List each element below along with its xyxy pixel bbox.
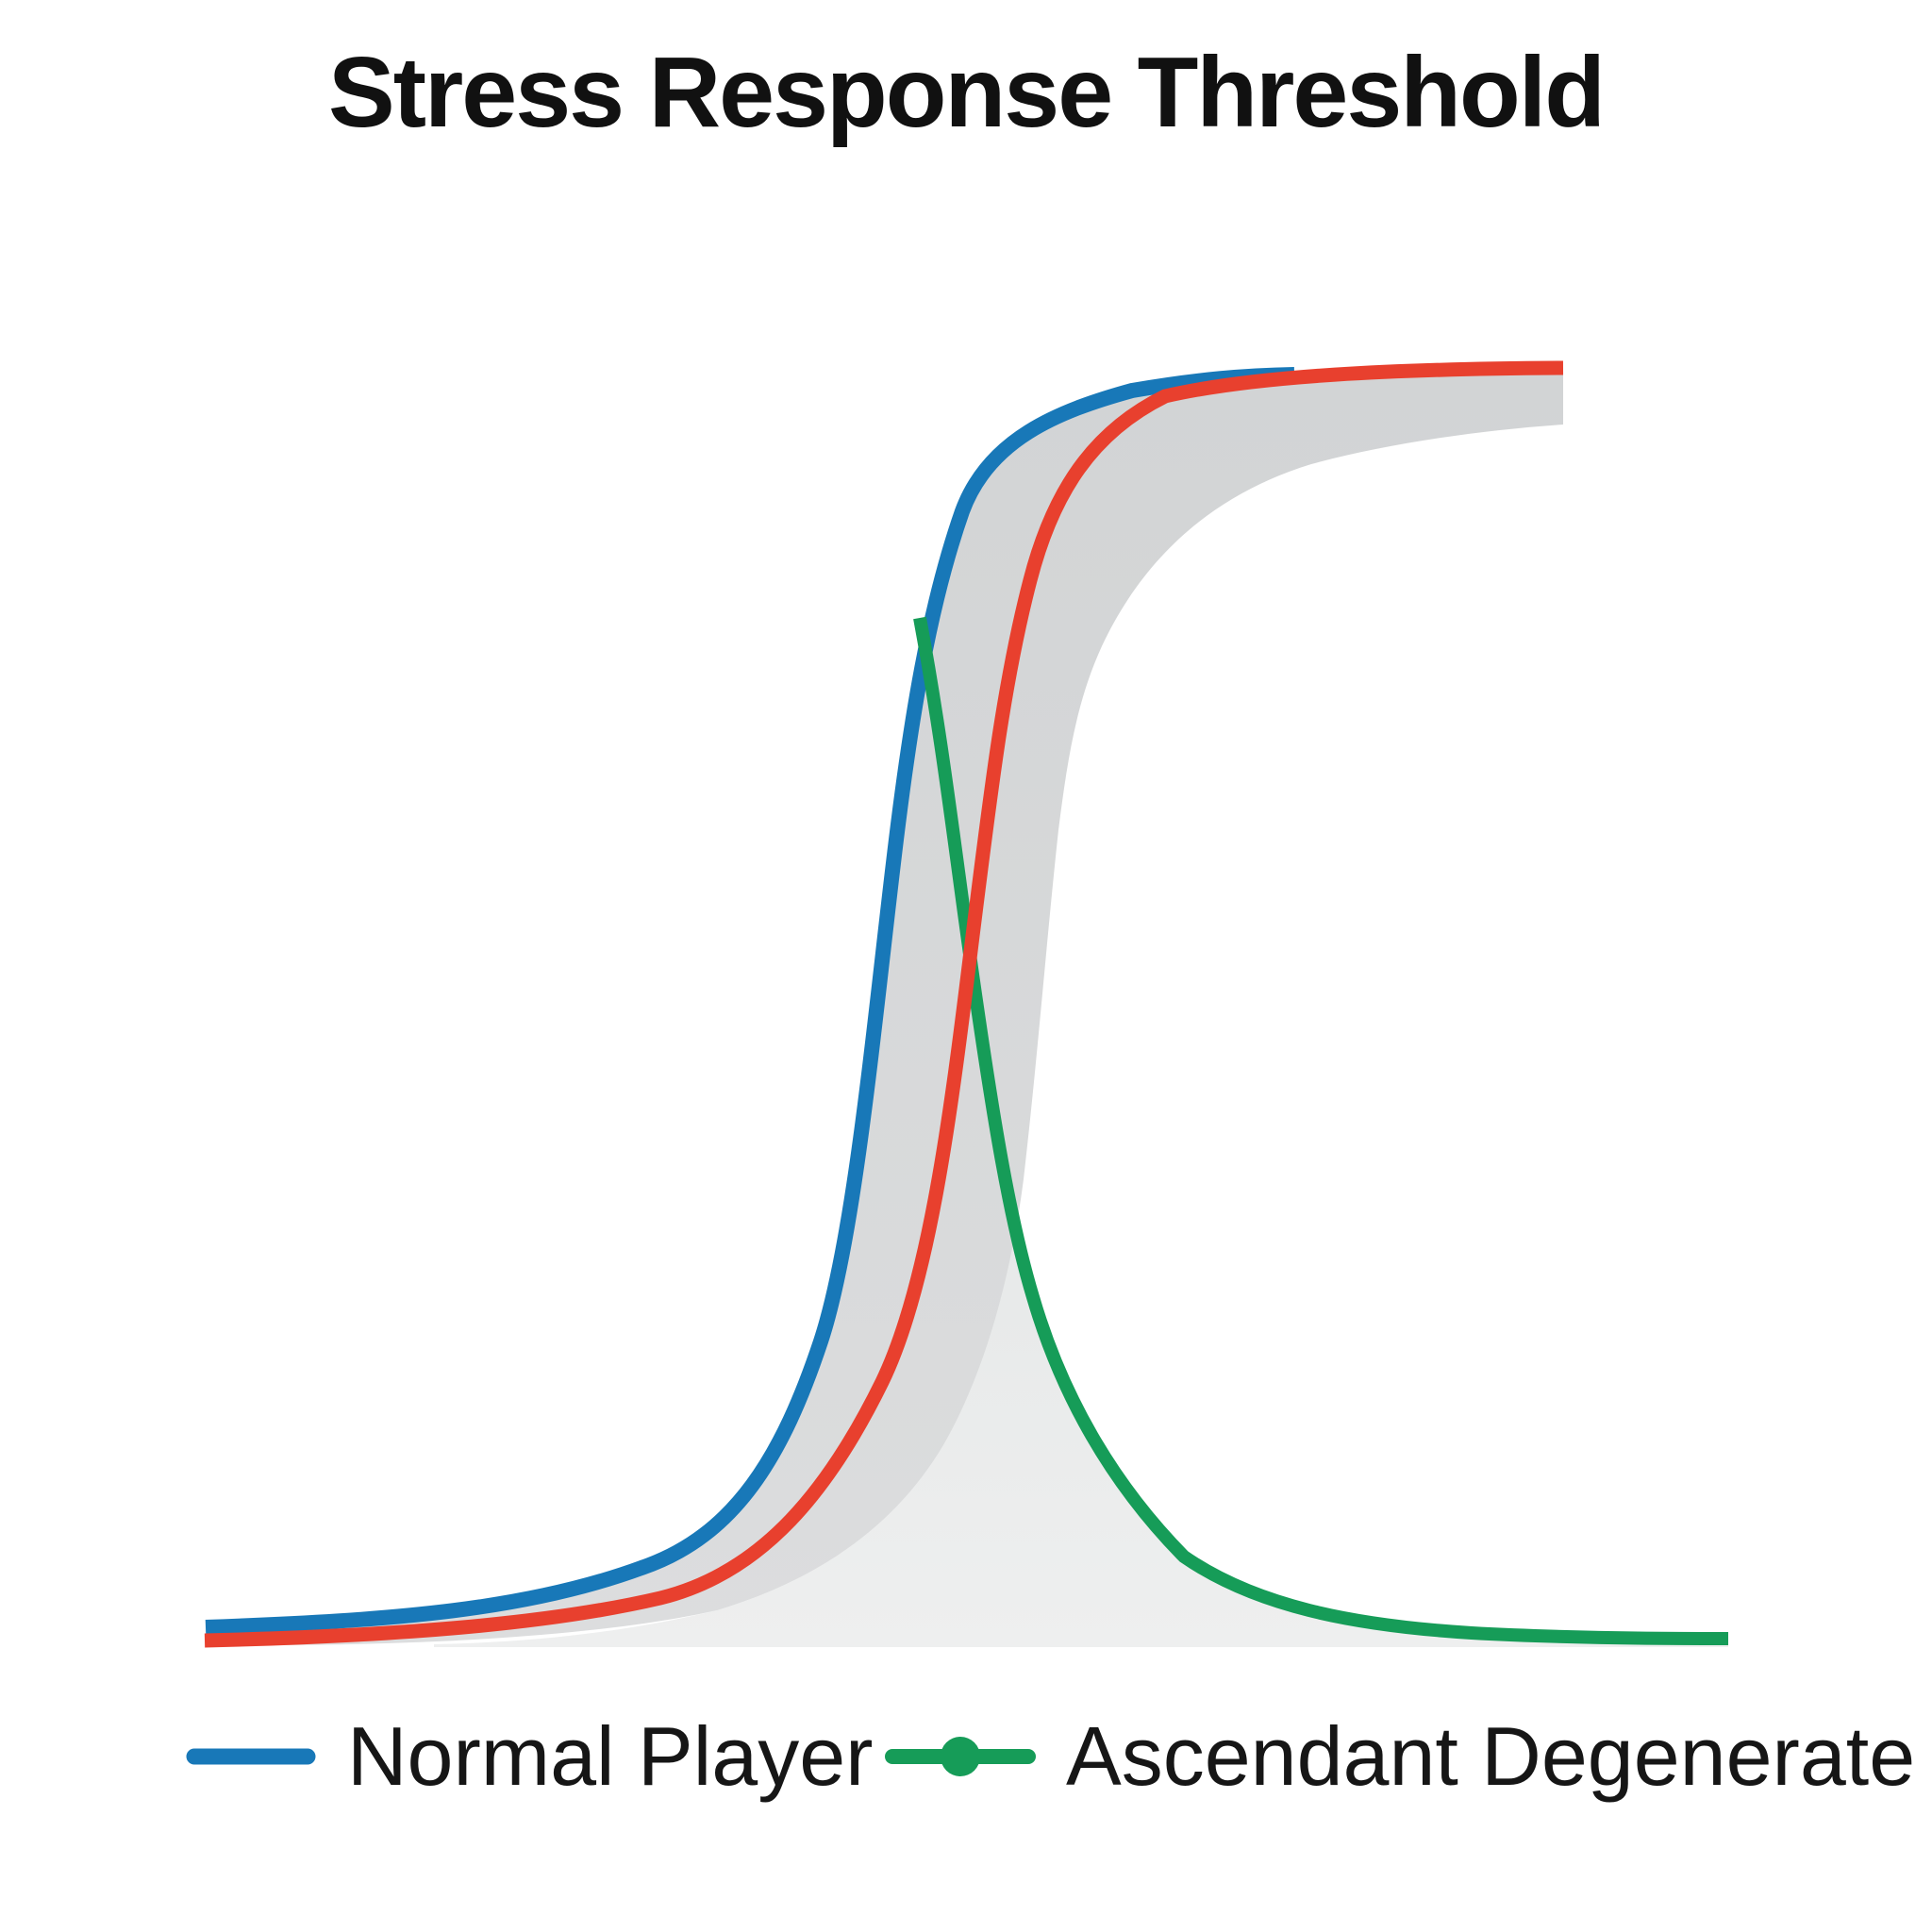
threshold-band — [206, 370, 1563, 1645]
secondary-response-curve — [204, 360, 1564, 1648]
page-title: Stress Response Threshold — [328, 37, 1606, 148]
normal-player-curve — [205, 367, 1295, 1635]
ascendant-degenerate-curve — [913, 616, 1729, 1645]
distribution-area — [434, 1236, 1728, 1647]
